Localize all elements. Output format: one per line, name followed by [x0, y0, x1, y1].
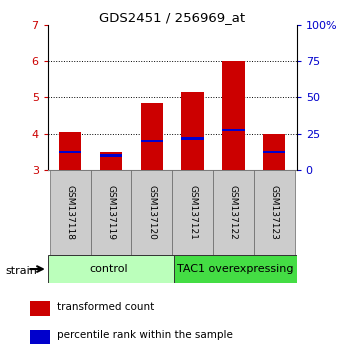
Bar — [30, 330, 50, 344]
Text: strain: strain — [5, 266, 37, 276]
FancyBboxPatch shape — [174, 255, 297, 283]
Bar — [59, 150, 81, 153]
Bar — [181, 137, 204, 139]
Bar — [140, 139, 163, 142]
Text: GSM137121: GSM137121 — [188, 185, 197, 240]
Text: percentile rank within the sample: percentile rank within the sample — [57, 330, 233, 341]
Text: GSM137119: GSM137119 — [106, 185, 116, 240]
Bar — [263, 150, 285, 153]
Text: GSM137123: GSM137123 — [270, 185, 279, 240]
Text: transformed count: transformed count — [57, 302, 154, 312]
FancyBboxPatch shape — [213, 170, 254, 255]
Bar — [263, 133, 285, 170]
Title: GDS2451 / 256969_at: GDS2451 / 256969_at — [99, 11, 245, 24]
FancyBboxPatch shape — [91, 170, 131, 255]
Text: GSM137120: GSM137120 — [147, 185, 156, 240]
FancyBboxPatch shape — [50, 170, 91, 255]
Bar — [222, 61, 244, 170]
Bar — [100, 152, 122, 170]
FancyBboxPatch shape — [48, 255, 174, 283]
Text: GSM137122: GSM137122 — [229, 185, 238, 240]
Text: TAC1 overexpressing: TAC1 overexpressing — [177, 264, 294, 274]
Bar — [59, 132, 81, 170]
Bar — [181, 92, 204, 170]
Bar — [222, 129, 244, 131]
Bar — [140, 103, 163, 170]
FancyBboxPatch shape — [172, 170, 213, 255]
Text: control: control — [90, 264, 128, 274]
FancyBboxPatch shape — [131, 170, 172, 255]
Bar — [30, 301, 50, 315]
FancyBboxPatch shape — [254, 170, 295, 255]
Bar — [100, 154, 122, 157]
Text: GSM137118: GSM137118 — [66, 185, 75, 240]
